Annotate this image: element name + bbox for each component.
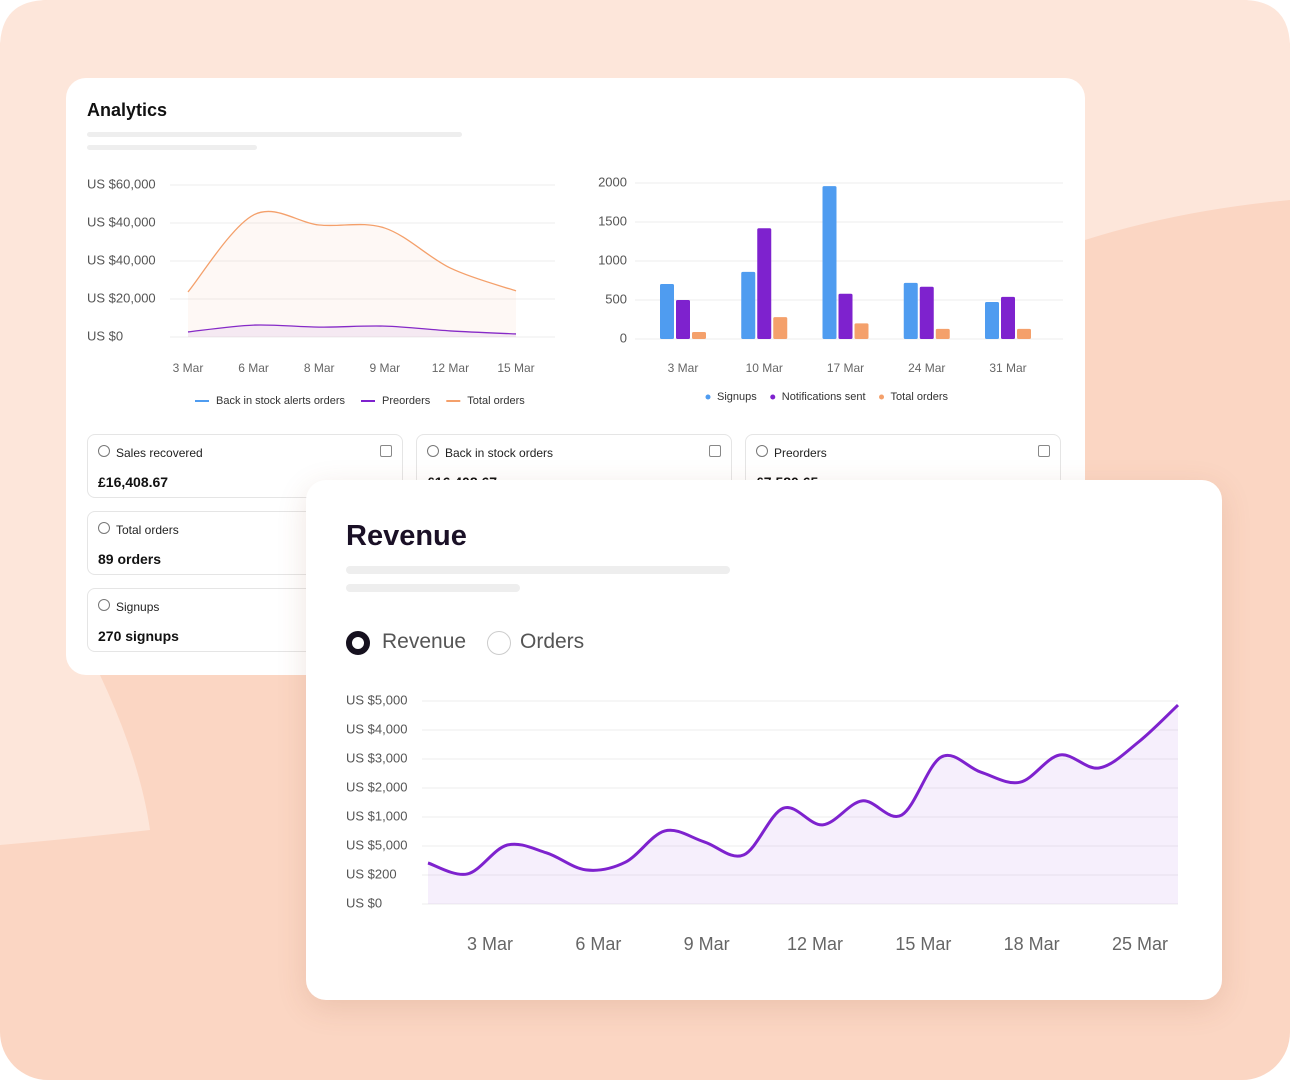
x-tick-label: 31 Mar	[989, 361, 1026, 375]
y-tick-label: US $40,000	[87, 214, 156, 229]
x-tick-label: 3 Mar	[173, 361, 204, 375]
stat-label: Back in stock orders	[445, 446, 554, 460]
bar	[838, 293, 853, 339]
legend-swatch	[770, 394, 776, 400]
revenue-title: Revenue	[346, 520, 467, 552]
legend-swatch	[879, 394, 885, 400]
radio[interactable]	[487, 631, 511, 655]
y-tick-label: US $40,000	[87, 252, 156, 267]
bar	[1017, 328, 1031, 339]
x-tick-label: 8 Mar	[304, 361, 335, 375]
icon	[98, 522, 110, 534]
area	[188, 211, 516, 337]
bar	[854, 323, 869, 339]
x-tick-label: 17 Mar	[827, 361, 864, 375]
y-tick-label: 1500	[598, 213, 627, 228]
legend-swatch	[705, 394, 711, 400]
analytics-title: Analytics	[87, 100, 168, 120]
bar	[935, 328, 950, 339]
x-tick-label: 12 Mar	[432, 361, 469, 375]
bar	[757, 228, 772, 339]
placeholder	[87, 132, 462, 137]
x-tick-label: 6 Mar	[238, 361, 269, 375]
icon	[98, 445, 110, 457]
bar	[822, 186, 837, 339]
x-tick-label: 3 Mar	[668, 361, 699, 375]
line	[187, 210, 517, 293]
bar	[985, 301, 999, 339]
legend-label: Signups	[717, 391, 757, 403]
placeholder	[87, 145, 257, 150]
placeholder	[346, 566, 730, 574]
y-tick-label: US $60,000	[87, 176, 156, 191]
line	[187, 324, 517, 335]
bar	[1001, 296, 1015, 339]
area	[188, 324, 516, 337]
bar	[903, 282, 918, 339]
legend-label: Preorders	[382, 395, 431, 407]
bar	[660, 284, 674, 339]
stat-value: £16,408.67	[98, 474, 169, 490]
bar	[676, 300, 690, 339]
open-icon[interactable]	[380, 445, 392, 457]
bar	[692, 331, 706, 339]
y-tick-label: 2000	[598, 174, 627, 189]
icon	[756, 445, 768, 457]
bar	[741, 271, 756, 339]
y-tick-label: 0	[620, 330, 627, 345]
icon	[98, 599, 110, 611]
bar	[773, 317, 788, 339]
bar	[919, 286, 934, 339]
x-tick-label: 15 Mar	[497, 361, 534, 375]
radio-label[interactable]: Revenue	[382, 630, 467, 653]
stat-label: Sales recovered	[116, 446, 203, 460]
placeholder	[346, 584, 520, 592]
x-tick-label: 9 Mar	[369, 361, 400, 375]
y-tick-label: US $0	[87, 328, 123, 343]
x-tick-label: 10 Mar	[746, 361, 783, 375]
stat-label: Preorders	[774, 446, 827, 460]
stat-value: 270 signups	[98, 628, 179, 644]
stat-label: Total orders	[116, 523, 179, 537]
y-tick-label: 500	[605, 291, 627, 306]
x-tick-label: 24 Mar	[908, 361, 945, 375]
legend-label: Total orders	[467, 395, 525, 407]
legend-label: Total orders	[891, 391, 949, 403]
radio-label[interactable]: Orders	[520, 630, 585, 653]
y-tick-label: 1000	[598, 252, 627, 267]
icon	[427, 445, 439, 457]
revenue-card: Revenue Revenue Orders	[306, 480, 1222, 1000]
stat-label: Signups	[116, 600, 160, 614]
stat-value: 89 orders	[98, 551, 162, 567]
radio-selected[interactable]	[346, 631, 370, 655]
y-tick-label: US $20,000	[87, 290, 156, 305]
open-icon[interactable]	[709, 445, 721, 457]
legend-label: Notifications sent	[782, 391, 866, 403]
legend-label: Back in stock alerts orders	[216, 395, 345, 407]
open-icon[interactable]	[1038, 445, 1050, 457]
